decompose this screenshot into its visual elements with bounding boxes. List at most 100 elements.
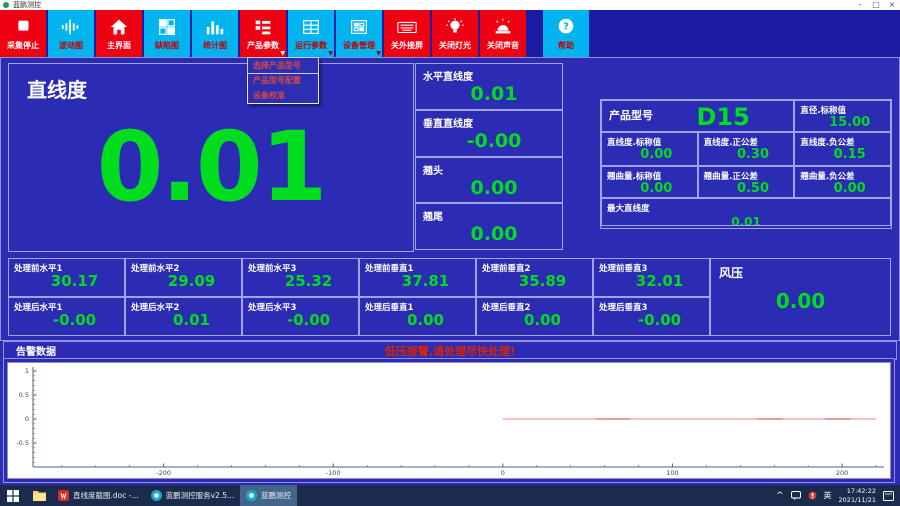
straightness-value: 0.01: [96, 111, 328, 223]
reading-value: -0.00: [286, 311, 331, 329]
reading-before-v3: 处理前垂直3 32.01: [593, 258, 710, 297]
toolbar-button-device-mgmt[interactable]: 设备管理 ▼: [336, 10, 382, 57]
toolbar-button-run-params[interactable]: 运行参数 ▼: [288, 10, 334, 57]
readings-table: 风压 0.00 处理前水平1 30.17 处理前水平2 29.09 处理前水平3…: [8, 258, 891, 336]
toolbar-button-collect-stop[interactable]: 采集停止: [0, 10, 46, 57]
svg-text:-0.5: -0.5: [16, 439, 29, 447]
tray-alert-dot-icon[interactable]: [808, 491, 817, 500]
toolbar-button-label: 帮助: [558, 41, 574, 50]
reading-label: 处理前垂直3: [599, 264, 648, 274]
wps-doc-icon: [58, 490, 69, 501]
product-model-cell: 产品型号 D15: [601, 100, 795, 132]
menu-item-select-model[interactable]: 选择产品型号: [247, 57, 319, 74]
taskbar-app-doc[interactable]: 直线度截图.doc -...: [52, 485, 145, 506]
reading-value: 35.89: [518, 272, 567, 290]
menu-item-device-calibration[interactable]: 设备校准: [253, 91, 285, 100]
toolbar-button-wave-chart[interactable]: 波动图: [48, 10, 94, 57]
reading-before-v1: 处理前垂直1 37.81: [359, 258, 476, 297]
svg-text:1: 1: [25, 367, 29, 375]
product-cell-label: 翘曲量.负公差: [800, 172, 855, 182]
toolbar-button-label: 波动图: [59, 41, 83, 50]
straightness-minus-tol-cell: 直线度.负公差 0.15: [794, 132, 891, 166]
file-explorer-icon[interactable]: [26, 485, 52, 506]
air-pressure-cell: 风压 0.00: [710, 258, 891, 336]
product-cell-label: 翘曲量.标称值: [607, 172, 662, 182]
system-tray: ^ 英 17:42:22 2021/11/21: [775, 487, 900, 504]
stop-icon: [12, 15, 34, 39]
reading-label: 处理后水平3: [248, 303, 297, 313]
lanpeng-app-icon: [246, 490, 258, 501]
toolbar-button-stats-chart[interactable]: 统计图: [192, 10, 238, 57]
alarm-message: 低压报警,请处理尽快处理!: [384, 344, 516, 358]
product-cell-value: 0.00: [833, 181, 866, 196]
alarm-data-title: 告警数据: [16, 347, 56, 358]
taskbar-app-lanpeng[interactable]: 蓝鹏测控: [240, 485, 298, 506]
metric-value: -0.00: [466, 129, 522, 152]
reading-label: 处理后水平2: [131, 303, 180, 313]
svg-text:?: ?: [563, 22, 569, 33]
metric-label: 翘头: [423, 165, 443, 177]
metrics-column: 水平直线度 0.01 垂直直线度 -0.00 翘头 0.00 翘尾 0.00: [415, 63, 563, 250]
taskbar-app-lanpeng-service[interactable]: 蓝鹏测控服务v2.5...: [145, 485, 241, 506]
defect-grid-icon: [156, 15, 178, 39]
taskbar-clock[interactable]: 17:42:22 2021/11/21: [839, 487, 876, 503]
svg-text:200: 200: [836, 469, 848, 476]
straightness-title: 直线度: [27, 78, 87, 102]
start-button[interactable]: [0, 485, 26, 506]
metric-vertical-straightness: 垂直直线度 -0.00: [415, 109, 563, 157]
reading-value: 0.00: [406, 311, 444, 329]
taskbar-app-label: 蓝鹏测控: [261, 491, 292, 500]
reading-value: 32.01: [635, 272, 684, 290]
minimize-icon[interactable]: –: [858, 0, 862, 9]
reading-label: 处理前垂直2: [482, 264, 531, 274]
taskbar: 直线度截图.doc -... 蓝鹏测控服务v2.5... 蓝鹏测控 ^ 英 17…: [0, 485, 900, 506]
ime-indicator[interactable]: 英: [823, 491, 832, 500]
toolbar-button-label: 采集停止: [7, 41, 39, 50]
product-model-label: 产品型号: [609, 109, 653, 122]
reading-after-h2: 处理后水平2 0.01: [125, 297, 242, 336]
close-icon[interactable]: ×: [888, 0, 896, 9]
reading-label: 处理后垂直1: [365, 303, 414, 313]
tray-chevron-up-icon[interactable]: ^: [775, 490, 784, 501]
toolbar-button-defect-chart[interactable]: 缺陷图: [144, 10, 190, 57]
main-content: 直线度 0.01 水平直线度 0.01 垂直直线度 -0.00 翘头 0.00 …: [0, 57, 900, 341]
menu-item-model-config[interactable]: 产品型号配置: [253, 76, 301, 85]
straightness-nominal-cell: 直线度.标称值 0.00: [601, 132, 698, 166]
toolbar-button-sound-off[interactable]: 关闭声音: [480, 10, 526, 57]
product-cell-label: 直线度.标称值: [607, 138, 662, 148]
toolbar-button-lights-off[interactable]: 关闭灯光: [432, 10, 478, 57]
toolbar-button-help[interactable]: ? 帮助: [543, 10, 589, 57]
warpage-nominal-cell: 翘曲量.标称值 0.00: [601, 166, 698, 198]
toolbar-button-label: 关闭灯光: [439, 41, 471, 50]
siren-icon: [492, 15, 514, 39]
reading-label: 处理前垂直1: [365, 264, 414, 274]
toolbar-button-external-screen[interactable]: 关外接屏: [384, 10, 430, 57]
toolbar-button-label: 关外接屏: [391, 41, 423, 50]
reading-label: 处理前水平2: [131, 264, 180, 274]
warpage-minus-tol-cell: 翘曲量.负公差 0.00: [794, 166, 891, 198]
reading-before-h2: 处理前水平2 29.09: [125, 258, 242, 297]
chevron-down-icon: ▼: [280, 50, 285, 57]
product-list-icon: [252, 15, 274, 39]
product-model-value: D15: [696, 103, 750, 131]
toolbar-button-main-screen[interactable]: 主界面: [96, 10, 142, 57]
tray-chat-icon[interactable]: [790, 491, 801, 500]
toolbar-button-label: 产品参数: [247, 41, 279, 50]
device-icon: [348, 15, 370, 39]
toolbar-button-product-params[interactable]: 产品参数 ▼: [240, 10, 286, 57]
maximize-icon[interactable]: □: [872, 0, 880, 9]
metric-head-warp: 翘头 0.00: [415, 156, 563, 204]
reading-value: 0.00: [523, 311, 561, 329]
reading-value: -0.00: [52, 311, 97, 329]
product-cell-value: 0.00: [640, 147, 673, 162]
notification-center-icon[interactable]: [883, 490, 894, 501]
product-cell-value: 0.00: [640, 181, 673, 196]
product-cell-label: 直线度.正公差: [703, 138, 758, 148]
reading-value: -0.00: [637, 311, 682, 329]
taskbar-app-label: 直线度截图.doc -...: [73, 491, 139, 500]
app-logo-icon: [3, 2, 9, 8]
alarm-chart-svg: 1 0.5 0 -0.5 -200 -100 0 100 200: [16, 367, 884, 477]
toolbar-button-label: 主界面: [107, 41, 131, 50]
product-cell-value: 0.15: [833, 147, 866, 162]
lanpeng-service-icon: [150, 490, 162, 501]
